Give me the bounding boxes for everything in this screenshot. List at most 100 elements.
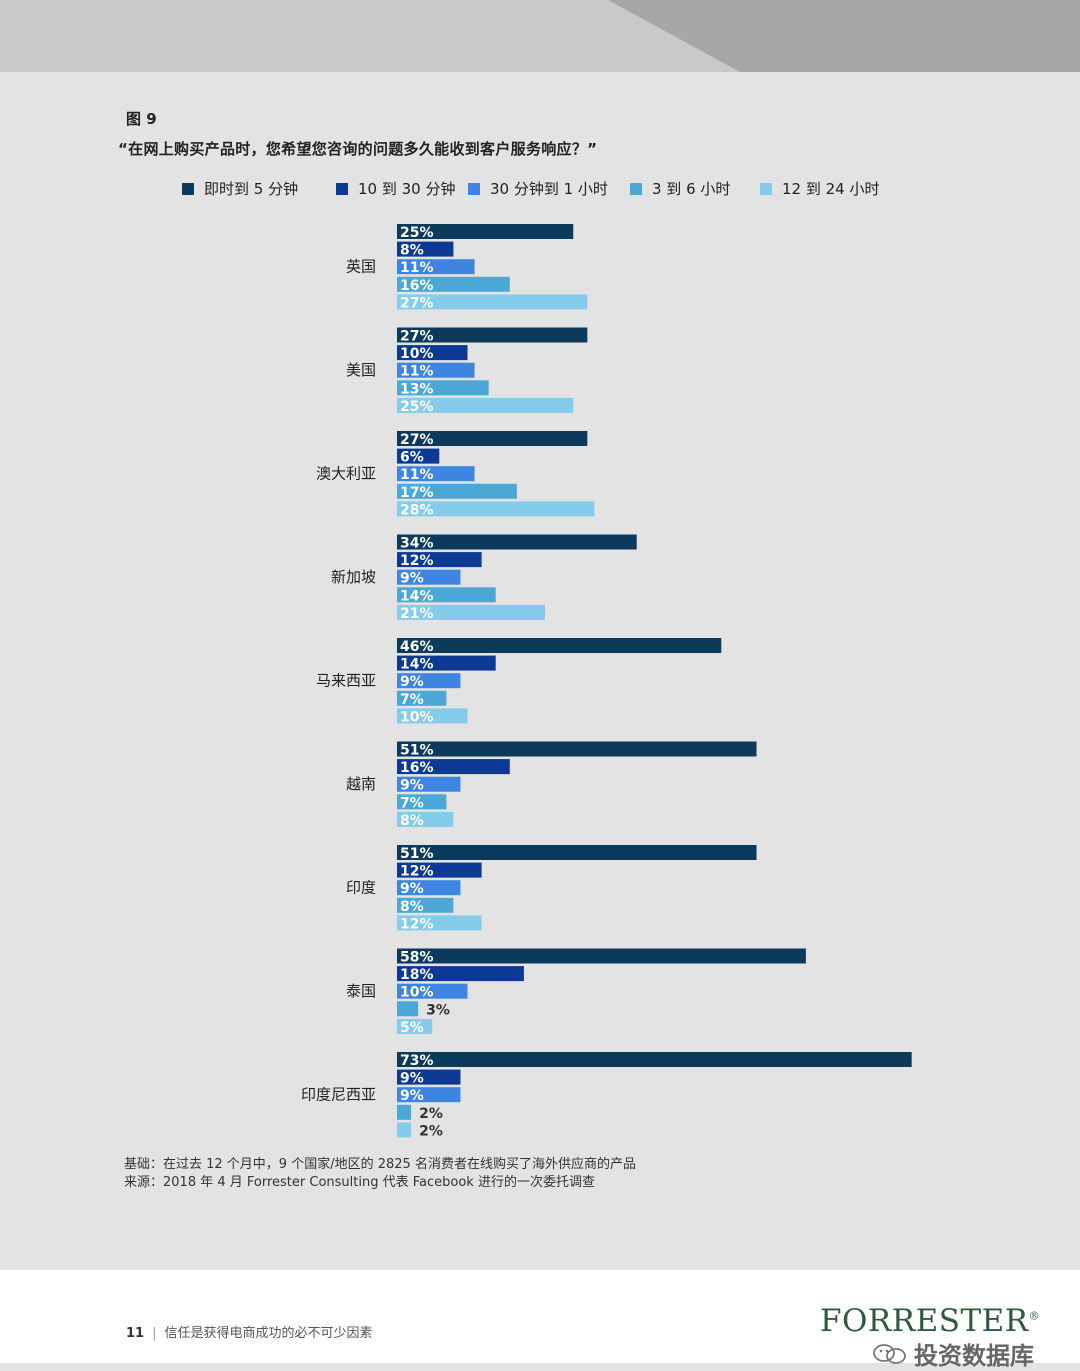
- watermark-text: 投资数据库: [914, 1342, 1034, 1370]
- watermark: 投资数据库: [872, 1336, 1034, 1371]
- chart-notes: 基础：在过去 12 个月中，9 个国家/地区的 2825 名消费者在线购买了海外…: [124, 1156, 636, 1192]
- data-label: 8%: [400, 243, 424, 259]
- data-label: 11%: [400, 364, 434, 380]
- page-footer: 11 | 信任是获得电商成功的必不可少因素 FORRESTER® 投资数据库: [0, 1270, 1080, 1370]
- registered-mark: ®: [1028, 1309, 1041, 1323]
- category-label: 新加坡: [331, 568, 376, 586]
- data-label: 10%: [400, 346, 434, 362]
- category-label: 澳大利亚: [316, 465, 376, 483]
- bar: [397, 690, 447, 706]
- figure-label: 图 9: [126, 110, 157, 128]
- bar: [397, 397, 574, 413]
- category-label: 美国: [346, 361, 376, 379]
- data-label: 10%: [400, 985, 434, 1001]
- bar: [397, 966, 524, 982]
- data-label: 12%: [400, 916, 434, 932]
- legend-item: 3 到 6 小时: [630, 178, 730, 199]
- bar: [397, 448, 440, 464]
- legend-label: 即时到 5 分钟: [204, 180, 299, 198]
- data-label: 27%: [400, 295, 434, 311]
- bar: [397, 983, 468, 999]
- bar: [397, 673, 461, 689]
- brand-name: FORRESTER: [820, 1303, 1029, 1339]
- legend-swatch: [336, 182, 348, 195]
- data-label: 2%: [419, 1123, 443, 1139]
- bar: [397, 655, 496, 671]
- legend-item: 10 到 30 分钟: [336, 178, 455, 199]
- bar: [397, 534, 637, 550]
- data-label: 9%: [400, 778, 424, 794]
- data-label: 6%: [400, 450, 424, 466]
- data-label: 7%: [400, 795, 424, 811]
- data-label: 8%: [400, 899, 424, 915]
- category-label: 印度: [346, 879, 376, 897]
- bar: [397, 741, 757, 757]
- base-note: 基础：在过去 12 个月中，9 个国家/地区的 2825 名消费者在线购买了海外…: [124, 1157, 636, 1172]
- top-band: [0, 0, 1080, 72]
- bar: [397, 1018, 433, 1034]
- bar: [397, 1104, 412, 1120]
- bar: [397, 794, 447, 810]
- category-label: 泰国: [346, 982, 376, 1000]
- data-label: 12%: [400, 553, 434, 569]
- data-label: 14%: [400, 588, 434, 604]
- bar: [397, 915, 482, 931]
- bar: [397, 483, 517, 499]
- bar: [397, 897, 454, 913]
- bar: [397, 224, 574, 239]
- bar: [397, 431, 588, 446]
- data-label: 10%: [400, 709, 434, 725]
- data-label: 25%: [400, 399, 434, 415]
- data-label: 25%: [400, 225, 434, 241]
- category-label: 英国: [346, 258, 376, 276]
- bar: [397, 1052, 912, 1067]
- bar: [397, 1087, 461, 1103]
- data-label: 14%: [400, 657, 434, 673]
- category-label: 越南: [346, 775, 376, 793]
- category-label: 马来西亚: [316, 672, 376, 690]
- bar: [397, 501, 595, 517]
- data-label: 58%: [400, 950, 434, 966]
- bar: [397, 1069, 461, 1085]
- bar: [397, 604, 546, 620]
- bar: [397, 1001, 419, 1017]
- bar: [397, 880, 461, 896]
- legend-swatch: [630, 182, 642, 195]
- bar: [397, 345, 468, 361]
- data-label: 27%: [400, 432, 434, 448]
- bar: [397, 294, 588, 310]
- data-label: 11%: [400, 260, 434, 276]
- legend-item: 12 到 24 小时: [760, 178, 879, 199]
- data-label: 28%: [400, 502, 434, 518]
- legend-label: 30 分钟到 1 小时: [490, 180, 608, 198]
- bar: [397, 466, 475, 482]
- bar: [397, 259, 475, 275]
- data-label: 12%: [400, 864, 434, 880]
- data-label: 9%: [400, 571, 424, 587]
- source-note: 来源：2018 年 4 月 Forrester Consulting 代表 Fa…: [124, 1175, 595, 1190]
- wechat-icon: [873, 1343, 906, 1364]
- data-label: 13%: [400, 381, 434, 397]
- bar: [397, 708, 468, 724]
- bar: [397, 241, 454, 257]
- legend-item: 30 分钟到 1 小时: [468, 178, 608, 199]
- data-label: 3%: [426, 1002, 450, 1018]
- data-label: 46%: [400, 639, 434, 655]
- category-label: 印度尼西亚: [301, 1086, 376, 1104]
- data-label: 11%: [400, 467, 434, 483]
- bar: [397, 380, 489, 396]
- figure-question: “在网上购买产品时，您希望您咨询的问题多久能收到客户服务响应？”: [118, 140, 598, 158]
- legend-item: 即时到 5 分钟: [182, 178, 298, 199]
- data-label: 16%: [400, 278, 434, 294]
- bar: [397, 552, 482, 568]
- bar: [397, 811, 454, 827]
- document-title: 信任是获得电商成功的必不可少因素: [164, 1326, 373, 1341]
- data-label: 9%: [400, 674, 424, 690]
- legend-swatch: [760, 182, 772, 195]
- data-label: 73%: [400, 1053, 434, 1069]
- bar: [397, 845, 757, 860]
- data-label: 9%: [400, 1071, 424, 1087]
- forrester-logo: FORRESTER®: [820, 1303, 1040, 1339]
- data-label: 5%: [400, 1020, 424, 1036]
- data-label: 21%: [400, 606, 434, 622]
